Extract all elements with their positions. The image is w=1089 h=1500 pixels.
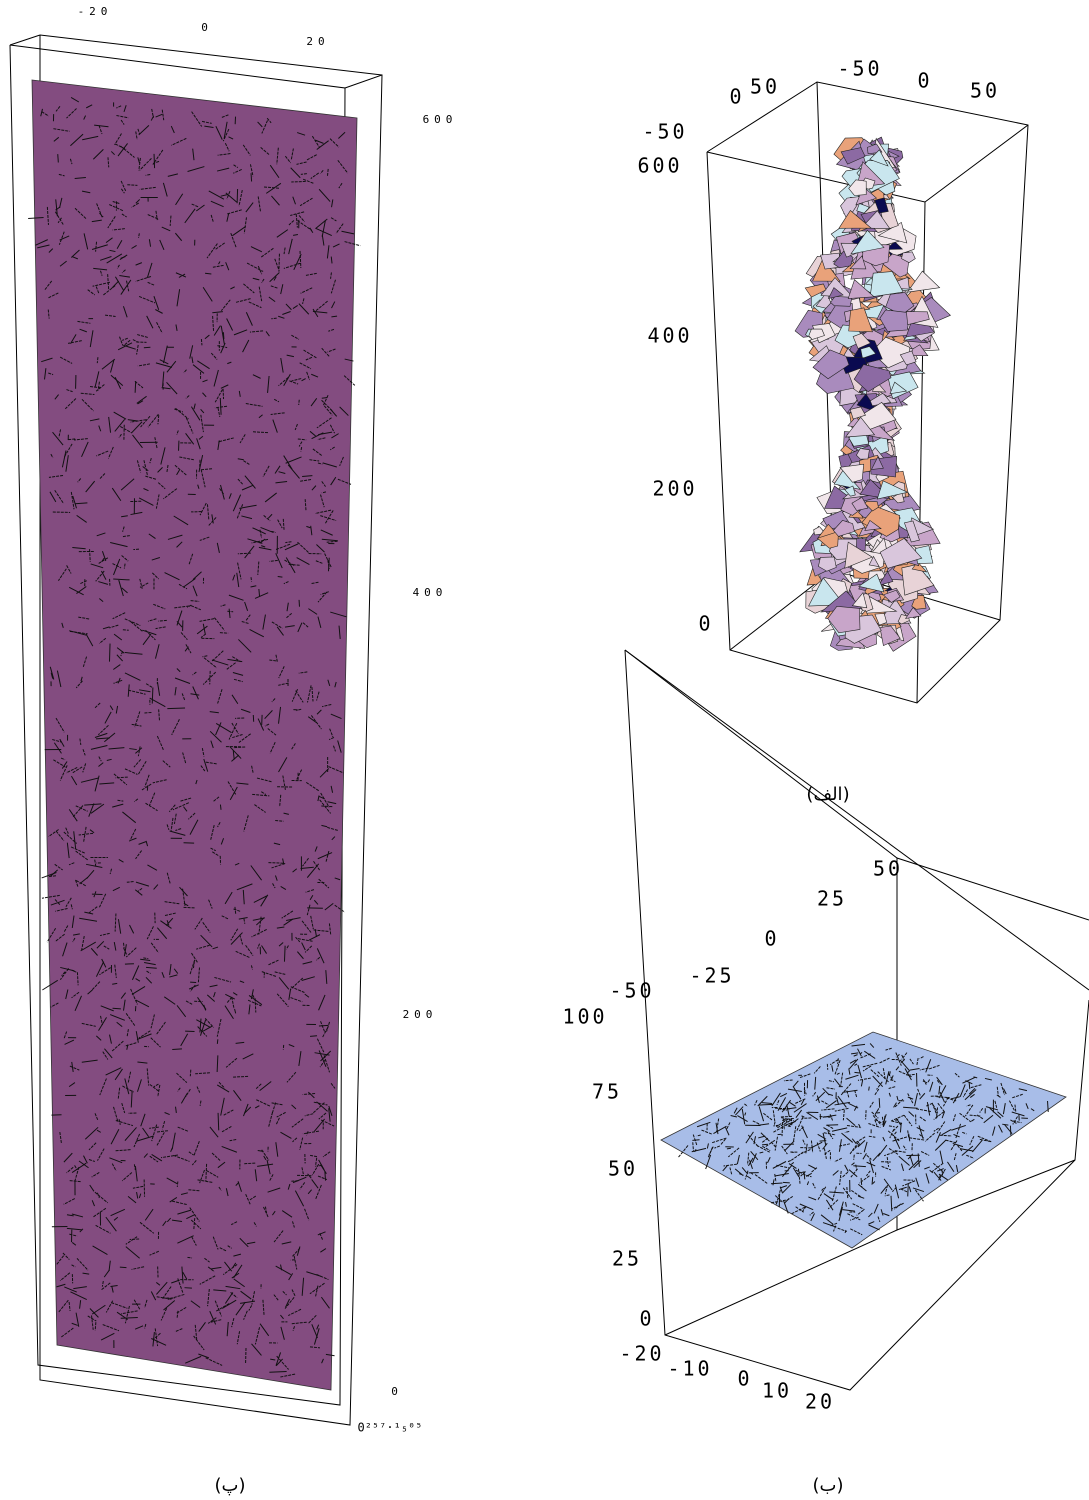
tick-label: 0	[737, 1367, 752, 1391]
tick-label: 50	[608, 1157, 638, 1181]
trace	[244, 1163, 256, 1164]
trace	[284, 946, 285, 962]
trace	[97, 357, 98, 363]
corner-label: 0²⁵⁷·¹₅⁰⁵	[357, 1421, 422, 1435]
tick-label: 25	[612, 1247, 642, 1271]
tick-label: 600	[423, 113, 458, 126]
trace	[90, 549, 91, 562]
panel-pe	[10, 35, 382, 1425]
tick-label: 0	[698, 612, 713, 636]
trace	[218, 1113, 219, 1130]
trace	[172, 1049, 182, 1050]
tick-label: 0	[729, 85, 744, 109]
tick-label: -50	[837, 57, 882, 81]
trace	[879, 1098, 880, 1108]
trace	[217, 1039, 218, 1044]
trace	[773, 1125, 778, 1126]
trace	[271, 318, 276, 319]
trace	[1048, 1101, 1049, 1112]
trace	[152, 688, 153, 704]
trace	[154, 154, 155, 168]
box-edge	[625, 650, 1089, 920]
tick-label: -50	[609, 979, 654, 1003]
tick-label: -20	[78, 5, 113, 18]
tick-label: 400	[647, 324, 692, 348]
trace	[184, 907, 196, 908]
tick-label: 100	[562, 1005, 607, 1029]
trace	[854, 1155, 855, 1160]
trace	[854, 1072, 859, 1073]
box-edge	[345, 75, 382, 88]
trace	[869, 1087, 870, 1091]
trace	[838, 1058, 839, 1064]
trace	[135, 381, 136, 393]
trace	[762, 1144, 768, 1145]
tick-label: 200	[652, 477, 697, 501]
tick-label: 0	[201, 21, 213, 34]
trace	[124, 943, 125, 948]
trace	[908, 1183, 909, 1196]
caption: (الف)	[806, 784, 849, 805]
tick-label: 50	[873, 857, 903, 881]
caption: (پ)	[214, 1475, 245, 1496]
tick-label: 0	[391, 1385, 403, 1398]
trace	[969, 1082, 970, 1089]
panel-be	[625, 650, 1089, 1390]
trace	[780, 1116, 791, 1117]
tick-label: 0	[917, 69, 932, 93]
tick-label: 400	[413, 586, 448, 599]
panel-alef	[707, 82, 1028, 703]
trace	[299, 400, 300, 405]
trace	[127, 185, 137, 186]
trace	[113, 1008, 121, 1009]
tick-label: 10	[762, 1379, 792, 1403]
tick-label: -50	[642, 120, 687, 144]
page: {"panels": [ {"caption": "(الف)", "top_t…	[0, 0, 1089, 1500]
tick-label: 200	[403, 1008, 438, 1021]
trace	[783, 1182, 790, 1183]
trace	[319, 1025, 329, 1026]
tick-label: -25	[689, 964, 734, 988]
trace	[58, 154, 59, 162]
trace	[310, 1036, 317, 1037]
tick-label: 20	[306, 35, 329, 48]
tick-label: 75	[592, 1080, 622, 1104]
caption: (ب)	[812, 1475, 843, 1496]
trace	[321, 806, 332, 807]
box-edge	[10, 35, 40, 45]
trace	[251, 173, 252, 181]
box-edge	[625, 650, 1089, 1390]
tick-label: 50	[970, 79, 1000, 103]
trace	[167, 708, 185, 709]
trace	[123, 630, 129, 631]
tick-label: 50	[750, 75, 780, 99]
trace	[259, 589, 260, 596]
fracture-column	[795, 137, 950, 651]
tick-label: 20	[805, 1390, 835, 1414]
figure: 050-50050-50600400200050250-25-501007550…	[0, 0, 1089, 1500]
trace	[120, 1267, 127, 1268]
tick-label: 0	[639, 1307, 654, 1331]
box-edge	[625, 650, 1089, 990]
trace	[727, 1148, 731, 1149]
tick-label: 600	[637, 154, 682, 178]
trace	[759, 1104, 773, 1105]
trace	[109, 644, 110, 662]
trace	[692, 1140, 699, 1141]
trace	[278, 577, 283, 578]
trace	[223, 332, 224, 339]
tick-label: -10	[667, 1357, 712, 1381]
tick-label: -20	[619, 1342, 664, 1366]
tick-label: 0	[764, 927, 779, 951]
trace	[220, 805, 221, 810]
trace	[177, 1182, 178, 1187]
tick-label: 25	[817, 887, 847, 911]
